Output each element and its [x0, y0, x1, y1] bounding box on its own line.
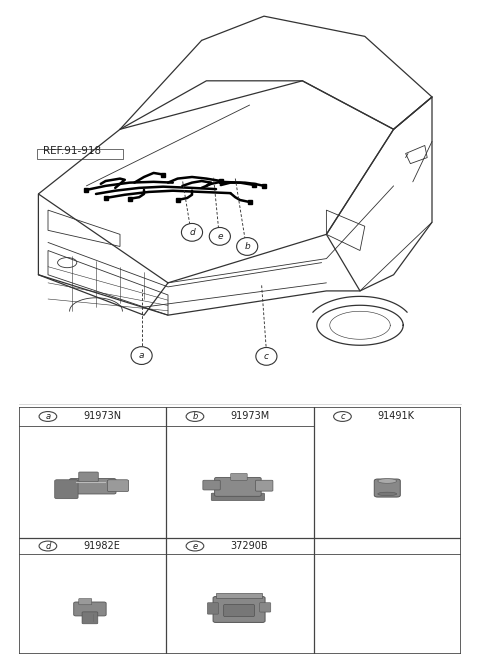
Text: c: c: [340, 412, 345, 421]
Text: 91491K: 91491K: [378, 411, 415, 422]
FancyBboxPatch shape: [374, 479, 400, 497]
FancyBboxPatch shape: [203, 480, 220, 490]
Text: b: b: [244, 242, 250, 251]
FancyBboxPatch shape: [211, 493, 264, 501]
Polygon shape: [216, 593, 263, 598]
FancyBboxPatch shape: [55, 480, 78, 499]
Text: e: e: [217, 232, 223, 241]
Text: 91982E: 91982E: [83, 541, 120, 551]
FancyBboxPatch shape: [70, 478, 116, 494]
Circle shape: [131, 347, 152, 365]
Text: 37290B: 37290B: [230, 541, 268, 551]
Text: 91973M: 91973M: [230, 411, 270, 422]
Circle shape: [186, 541, 204, 551]
FancyBboxPatch shape: [82, 612, 98, 623]
Text: a: a: [45, 412, 50, 421]
FancyBboxPatch shape: [79, 599, 92, 604]
Circle shape: [209, 227, 230, 245]
FancyBboxPatch shape: [207, 602, 218, 614]
Text: REF.91-918: REF.91-918: [43, 146, 101, 156]
Circle shape: [334, 411, 351, 421]
Circle shape: [39, 411, 57, 421]
Circle shape: [39, 541, 57, 551]
FancyBboxPatch shape: [79, 472, 98, 482]
Ellipse shape: [378, 479, 397, 484]
FancyBboxPatch shape: [74, 602, 106, 616]
Text: e: e: [192, 541, 197, 551]
Circle shape: [237, 238, 258, 256]
Text: d: d: [45, 541, 50, 551]
FancyBboxPatch shape: [213, 597, 265, 622]
FancyBboxPatch shape: [255, 480, 273, 491]
Text: 91973N: 91973N: [83, 411, 121, 422]
FancyBboxPatch shape: [231, 474, 247, 480]
Text: d: d: [189, 228, 195, 237]
Circle shape: [181, 223, 203, 241]
FancyBboxPatch shape: [215, 478, 261, 496]
Circle shape: [186, 411, 204, 421]
Text: c: c: [264, 352, 269, 361]
Text: a: a: [139, 351, 144, 360]
Text: b: b: [192, 412, 198, 421]
FancyBboxPatch shape: [260, 602, 271, 612]
FancyBboxPatch shape: [224, 604, 254, 616]
FancyBboxPatch shape: [108, 480, 129, 491]
Ellipse shape: [378, 492, 397, 495]
Circle shape: [256, 348, 277, 365]
